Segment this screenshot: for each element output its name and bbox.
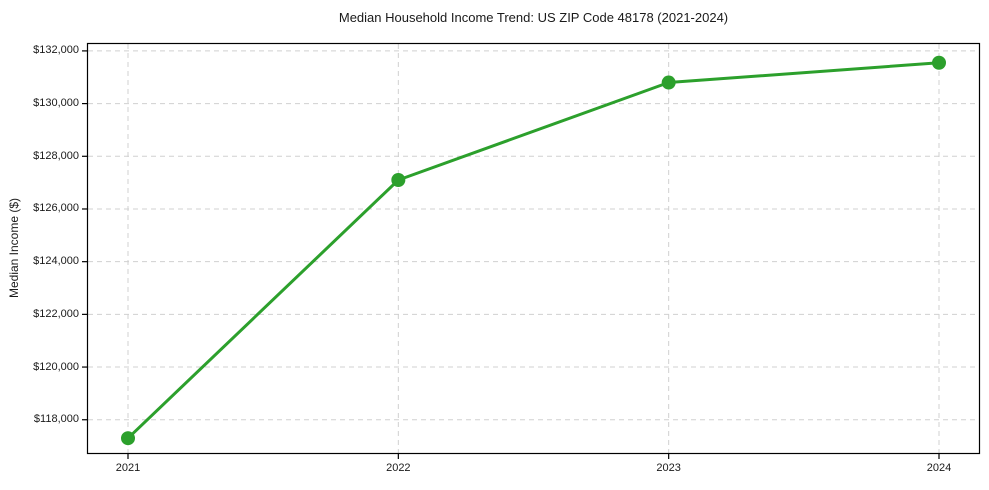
plot-border bbox=[86, 42, 981, 455]
data-point-marker bbox=[121, 431, 135, 446]
data-point-marker bbox=[932, 55, 946, 70]
data-point-marker bbox=[661, 75, 676, 90]
plot-area bbox=[82, 42, 981, 459]
x-tick-label: 2023 bbox=[656, 462, 681, 474]
x-tick-label: 2024 bbox=[926, 462, 952, 474]
data-point-marker bbox=[391, 173, 406, 187]
series-line bbox=[126, 61, 941, 440]
y-tick-label: $124,000 bbox=[33, 255, 79, 268]
y-tick-label: $132,000 bbox=[33, 44, 79, 57]
y-tick-label: $118,000 bbox=[33, 413, 79, 426]
chart-title: Median Household Income Trend: US ZIP Co… bbox=[338, 10, 729, 25]
y-tick-label: $128,000 bbox=[33, 149, 79, 162]
y-tick-label: $126,000 bbox=[33, 202, 79, 215]
y-tick-label: $122,000 bbox=[33, 307, 79, 320]
x-tick-label: 2022 bbox=[386, 462, 411, 474]
y-tick-label: $130,000 bbox=[33, 97, 79, 110]
x-tick-label: 2021 bbox=[115, 462, 141, 474]
y-tick-label: $120,000 bbox=[33, 360, 79, 373]
